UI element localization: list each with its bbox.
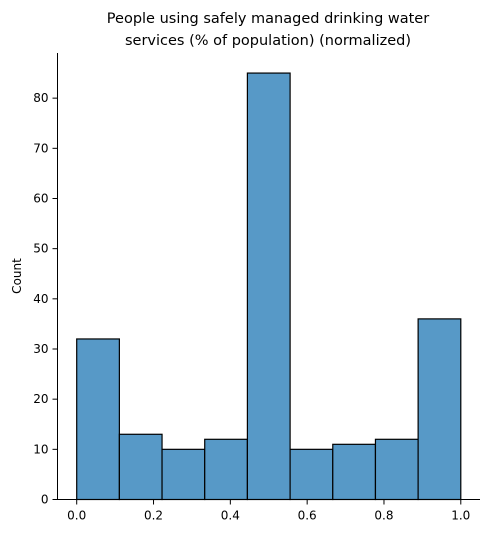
y-axis-ticks: 0 10 20 30 40 50 60 70 80 — [33, 91, 58, 507]
histogram-bar — [161, 448, 206, 501]
y-tick-label: 40 — [33, 292, 48, 306]
x-tick-label: 0.2 — [144, 509, 163, 523]
y-tick-label: 80 — [33, 91, 48, 105]
histogram-bar — [204, 438, 248, 501]
x-tick-label: 0.0 — [67, 509, 86, 523]
y-tick-label: 20 — [33, 392, 48, 406]
histogram-bar — [289, 448, 334, 501]
histogram-bar — [332, 443, 377, 501]
y-tick-label: 10 — [33, 442, 48, 456]
y-tick-label: 30 — [33, 342, 48, 356]
x-tick-label: 0.8 — [374, 509, 393, 523]
histogram-bar — [246, 72, 291, 501]
histogram-bar — [374, 438, 419, 501]
x-tick-label: 0.6 — [298, 509, 317, 523]
chart-title-line-1: People using safely managed drinking wat… — [107, 11, 429, 27]
bars-group — [76, 72, 462, 501]
chart-title-line-2: services (% of population) (normalized) — [125, 33, 411, 49]
y-tick-label: 60 — [33, 191, 48, 205]
x-tick-label: 1.0 — [451, 509, 470, 523]
histogram-bar — [417, 318, 462, 501]
y-tick-label: 50 — [33, 242, 48, 256]
y-tick-label: 0 — [41, 493, 49, 507]
x-tick-label: 0.4 — [221, 509, 240, 523]
y-axis-label: Count — [10, 258, 24, 294]
x-axis-ticks: 0.0 0.2 0.4 0.6 0.8 1.0 — [67, 499, 470, 523]
y-tick-label: 70 — [33, 141, 48, 155]
histogram-bar — [118, 433, 163, 501]
histogram-bar — [76, 338, 120, 501]
